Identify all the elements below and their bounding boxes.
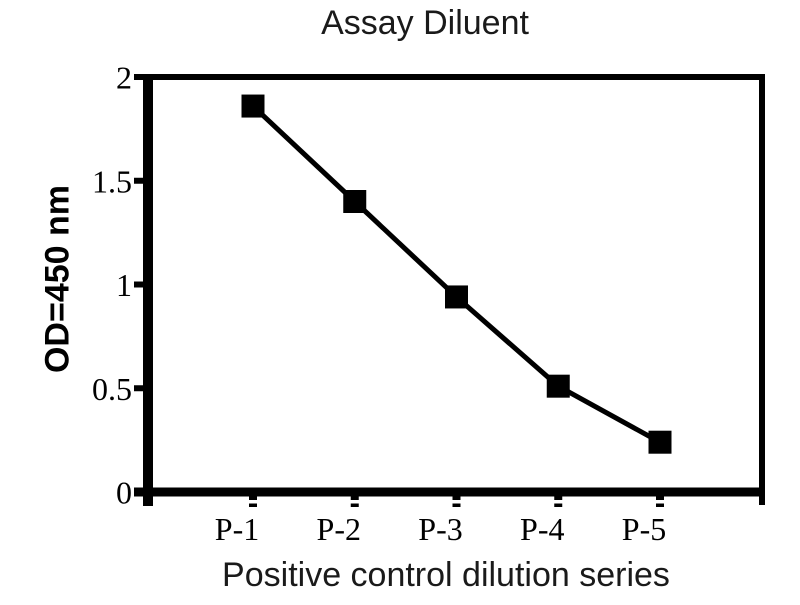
x-tick-label: P-2 xyxy=(317,511,361,547)
x-axis-title: Positive control dilution series xyxy=(222,556,670,594)
x-tick-label: P-5 xyxy=(622,511,666,547)
data-point-marker xyxy=(241,94,265,118)
y-tick-label: 0.5 xyxy=(92,371,132,407)
x-tick-label: P-4 xyxy=(520,511,564,547)
data-point-marker xyxy=(648,430,672,454)
data-point-marker xyxy=(343,190,367,213)
x-tick-label: P-3 xyxy=(418,511,462,547)
data-point-marker xyxy=(546,374,570,398)
y-tick-label: 1 xyxy=(116,267,132,303)
y-tick-label: 0 xyxy=(116,475,132,511)
series-line xyxy=(251,104,662,445)
data-point-marker xyxy=(445,285,468,309)
y-tick-label: 1.5 xyxy=(92,163,132,199)
y-tick-label: 2 xyxy=(116,60,132,96)
y-axis-title: OD=450 nm xyxy=(38,184,77,374)
x-tick-label: P-1 xyxy=(215,511,259,547)
chart-title: Assay Diluent xyxy=(321,4,529,42)
